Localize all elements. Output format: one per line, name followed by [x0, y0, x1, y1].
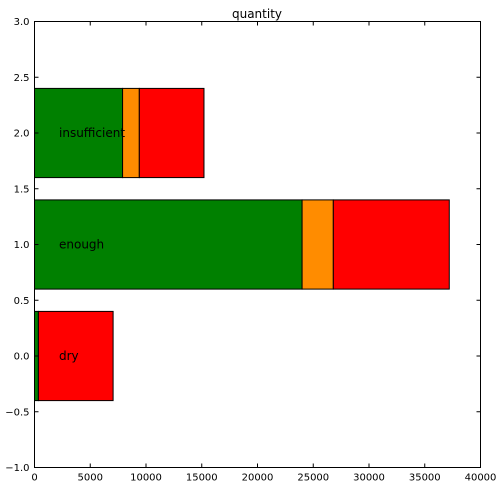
- y-tick-label: 3.0: [14, 17, 30, 28]
- x-tick-label: 10000: [130, 473, 162, 484]
- x-tick-label: 0: [31, 473, 37, 484]
- bar-enough-segment-0: [34, 199, 303, 290]
- y-tick-label: 0.5: [14, 296, 30, 307]
- x-tick-label: 40000: [465, 473, 497, 484]
- category-label-insufficient: insufficient: [59, 126, 125, 140]
- x-tick-label: 30000: [353, 473, 385, 484]
- y-tick-label: 1.0: [14, 240, 30, 251]
- category-labels: dry enough insufficient: [59, 126, 125, 363]
- y-tick-label: −0.5: [5, 407, 29, 418]
- y-tick-label: 2.0: [14, 129, 30, 140]
- bar-insufficient-segment-2: [138, 87, 205, 179]
- bars-layer: [34, 87, 450, 402]
- bar-enough-segment-1: [301, 199, 334, 290]
- x-tick-label: 35000: [409, 473, 441, 484]
- x-tick-label: 5000: [78, 473, 103, 484]
- y-tick-label: 1.5: [14, 184, 30, 195]
- y-tick-label: 2.5: [14, 73, 30, 84]
- category-label-enough: enough: [59, 238, 104, 252]
- y-tick-label: −1.0: [5, 463, 29, 474]
- x-tick-label: 20000: [242, 473, 274, 484]
- bar-insufficient-segment-0: [34, 87, 124, 179]
- y-tick-label: 0.0: [14, 352, 30, 363]
- x-tick-label: 15000: [186, 473, 218, 484]
- x-tick-label: 25000: [297, 473, 329, 484]
- chart-title: quantity: [232, 7, 282, 21]
- bar-insufficient-segment-1: [122, 87, 140, 179]
- axis-ticks: 0 5000 10000 15000 20000 25000 30000 35000 40000…: [5, 17, 496, 484]
- category-label-dry: dry: [59, 349, 79, 363]
- bar-enough-segment-2: [332, 199, 450, 290]
- bar-dry-segment-2: [37, 310, 114, 402]
